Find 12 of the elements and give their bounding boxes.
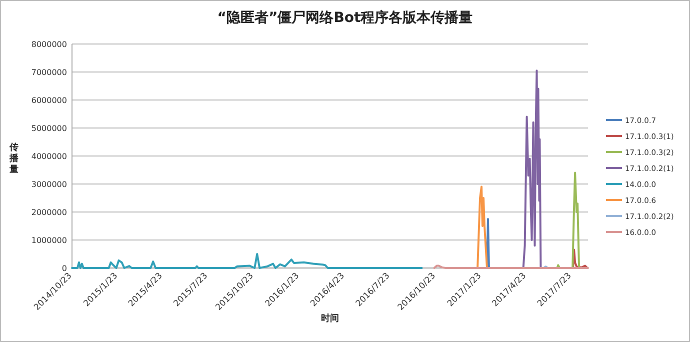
y-tick-label: 1000000 <box>31 236 67 245</box>
y-tick-label: 8000000 <box>31 40 67 49</box>
xlabel: 时间 <box>321 314 339 324</box>
y-tick-label: 2000000 <box>31 208 67 217</box>
y-tick-label: 0 <box>62 264 67 273</box>
y-tick-label: 4000000 <box>31 152 67 161</box>
title: “隐匿者”僵尸网络Bot程序各版本传播量 <box>217 10 473 26</box>
y-tick-label: 6000000 <box>31 96 67 105</box>
y-tick-label: 5000000 <box>31 124 67 133</box>
ylabel: 传播量 <box>10 143 18 175</box>
y-tick-label: 3000000 <box>31 180 67 189</box>
y-tick-label: 7000000 <box>31 68 67 77</box>
